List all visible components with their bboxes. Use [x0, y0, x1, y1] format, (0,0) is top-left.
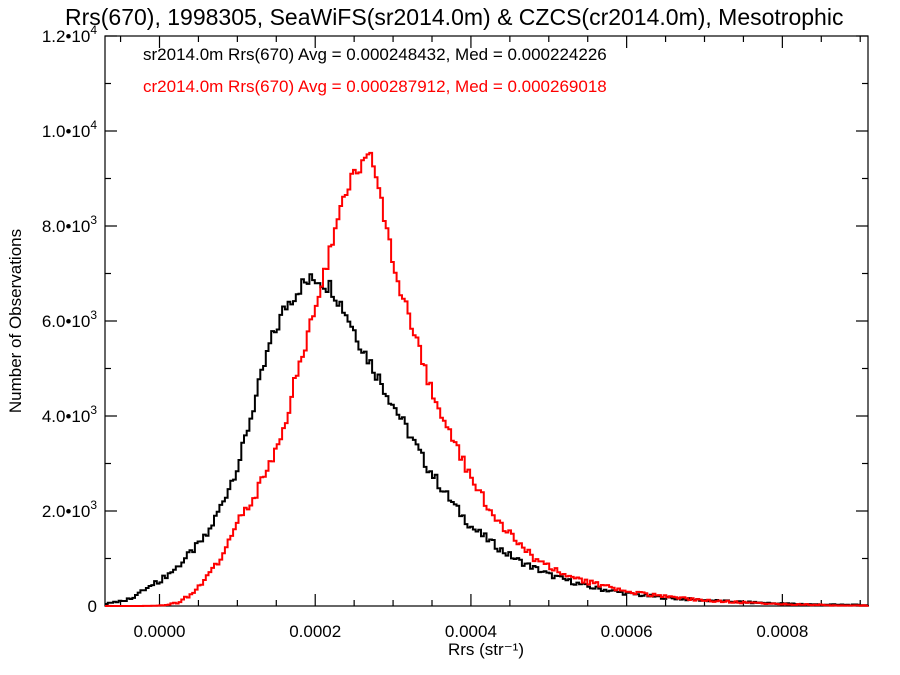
y-axis: 0 2.0•103 4.0•103 6.0•103 8.0•103 1.0•104 1.2•…	[42, 23, 868, 616]
legend-entry-cr2014: cr2014.0m Rrs(670) Avg = 0.000287912, Me…	[143, 77, 607, 96]
x-tick-label: 0.0000	[134, 622, 186, 641]
x-axis: 0.0000 0.0002 0.0004 0.0006 0.0008	[119, 36, 861, 641]
chart-title: Rrs(670), 1998305, SeaWiFS(sr2014.0m) & …	[65, 4, 843, 30]
y-tick-label: 1.0•104	[42, 118, 98, 141]
y-tick-label: 6.0•103	[42, 308, 98, 331]
series-cr2014-line	[105, 151, 869, 607]
y-tick-label: 1.2•104	[42, 23, 98, 46]
x-tick-label: 0.0004	[445, 622, 497, 641]
y-tick-label: 8.0•103	[42, 213, 98, 236]
x-tick-label: 0.0006	[601, 622, 653, 641]
y-axis-label: Number of Observations	[6, 229, 25, 413]
x-tick-label: 0.0002	[289, 622, 341, 641]
x-axis-label: Rrs (str⁻¹)	[448, 640, 524, 659]
y-tick-label: 2.0•103	[42, 498, 98, 521]
legend-entry-sr2014: sr2014.0m Rrs(670) Avg = 0.000248432, Me…	[143, 45, 607, 64]
y-tick-label: 4.0•103	[42, 403, 98, 426]
x-tick-label: 0.0008	[756, 622, 808, 641]
series-layer	[105, 151, 869, 607]
y-tick-label: 0	[88, 597, 97, 616]
series-sr2014-line	[105, 273, 869, 607]
